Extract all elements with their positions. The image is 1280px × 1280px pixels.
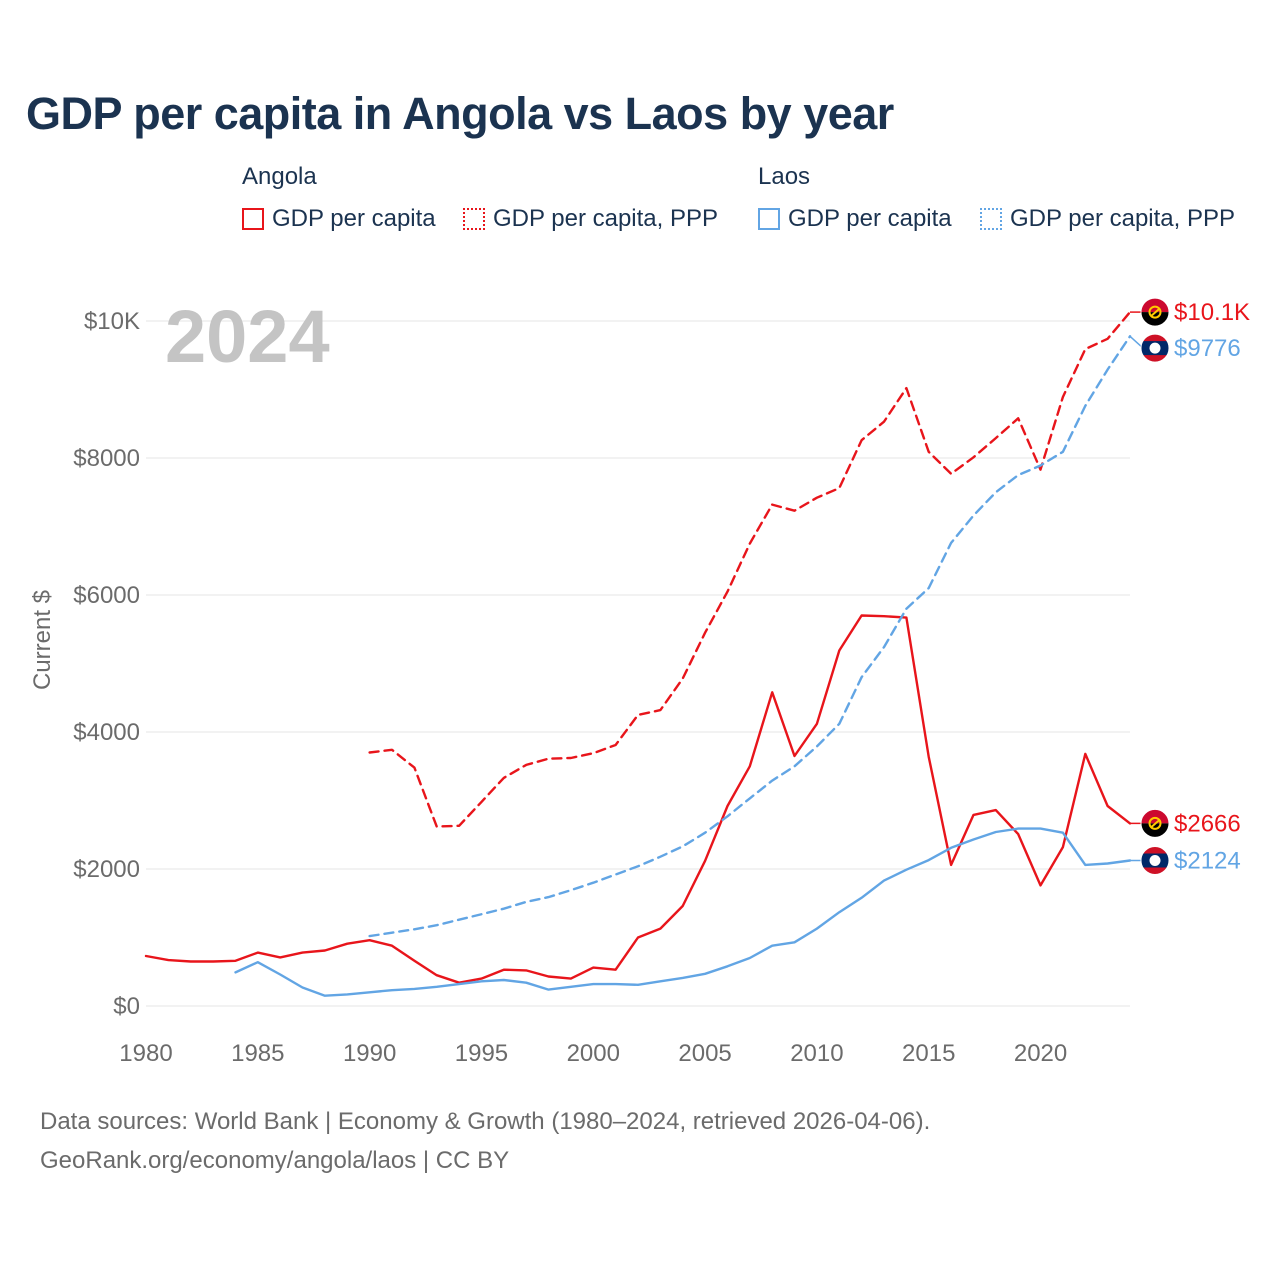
legend-label-laos-gdp: GDP per capita bbox=[788, 205, 952, 232]
legend-label-angola-gdp: GDP per capita bbox=[272, 205, 436, 232]
legend-label-laos-ppp: GDP per capita, PPP bbox=[1010, 205, 1235, 232]
x-tick-label: 1990 bbox=[343, 1040, 396, 1067]
x-tick-label: 2010 bbox=[790, 1040, 843, 1067]
angola-flag-icon bbox=[1140, 297, 1170, 327]
x-tick-label: 2020 bbox=[1014, 1040, 1067, 1067]
series-line-laos-gdp[interactable] bbox=[234, 827, 1132, 997]
footer-source: Data sources: World Bank | Economy & Gro… bbox=[40, 1108, 931, 1135]
legend-swatch-laos-gdp bbox=[758, 208, 780, 230]
series-line-angola-gdp[interactable] bbox=[144, 614, 1132, 984]
legend-swatch-laos-ppp bbox=[980, 208, 1002, 230]
angola-flag-icon bbox=[1140, 808, 1170, 838]
footer-credit: GeoRank.org/economy/angola/laos | CC BY bbox=[40, 1147, 510, 1174]
end-value-label: $9776 bbox=[1174, 335, 1241, 362]
y-tick-label: $10K bbox=[84, 308, 140, 335]
legend-item-angola-gdp[interactable]: GDP per capita bbox=[242, 204, 436, 234]
y-tick-label: $4000 bbox=[73, 719, 140, 746]
end-label-layer: $10.1K $9776 $2666 $2124 bbox=[1129, 297, 1250, 876]
end-value-label: $2666 bbox=[1174, 810, 1241, 837]
legend-laos-title: Laos bbox=[758, 163, 811, 190]
y-tick-label: $8000 bbox=[73, 445, 140, 472]
legend-item-laos-ppp[interactable]: GDP per capita, PPP bbox=[980, 204, 1235, 234]
grid-layer bbox=[146, 320, 1130, 1007]
legend-item-angola-ppp[interactable]: GDP per capita, PPP bbox=[463, 204, 718, 234]
y-tick-label: $6000 bbox=[73, 582, 140, 609]
y-tick-label: $2000 bbox=[73, 856, 140, 883]
legend-angola-title: Angola bbox=[242, 163, 317, 190]
legend-swatch-angola-gdp bbox=[242, 208, 264, 230]
y-axis-label: Current $ bbox=[29, 590, 56, 690]
legend-label-angola-ppp: GDP per capita, PPP bbox=[493, 205, 718, 232]
axis-layer: $0 $2000 $4000 $6000 $8000 $10K 1980 1985 1990 19… bbox=[73, 308, 1067, 1067]
laos-flag-icon bbox=[1140, 333, 1170, 363]
x-tick-label: 2000 bbox=[567, 1040, 620, 1067]
series-line-angola-ppp[interactable] bbox=[368, 310, 1132, 828]
end-value-label: $2124 bbox=[1174, 848, 1241, 875]
y-tick-label: $0 bbox=[113, 993, 140, 1020]
line-chart: $0 $2000 $4000 $6000 $8000 $10K 1980 1985 1990 19… bbox=[29, 295, 1250, 1067]
year-watermark: 2024 bbox=[165, 295, 330, 378]
x-tick-label: 1985 bbox=[231, 1040, 284, 1067]
series-layer bbox=[144, 310, 1132, 997]
laos-flag-icon bbox=[1140, 846, 1170, 876]
legend-swatch-angola-ppp bbox=[463, 208, 485, 230]
x-tick-label: 1980 bbox=[119, 1040, 172, 1067]
series-line-laos-ppp[interactable] bbox=[368, 335, 1132, 938]
x-tick-label: 1995 bbox=[455, 1040, 508, 1067]
end-value-label: $10.1K bbox=[1174, 299, 1250, 326]
legend-item-laos-gdp[interactable]: GDP per capita bbox=[758, 204, 952, 234]
x-tick-label: 2005 bbox=[678, 1040, 731, 1067]
chart-title: GDP per capita in Angola vs Laos by year bbox=[26, 88, 894, 139]
x-tick-label: 2015 bbox=[902, 1040, 955, 1067]
